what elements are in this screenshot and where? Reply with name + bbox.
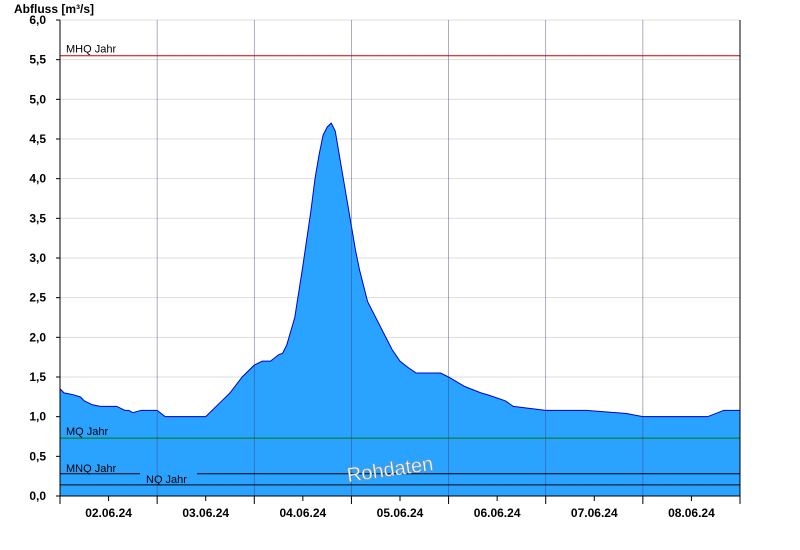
- reference-lines: MHQ Jahr MQ Jahr MNQ Jahr NQ Jahr: [60, 44, 740, 486]
- x-tick-label: 02.06.24: [85, 506, 132, 520]
- x-tick-label: 04.06.24: [279, 506, 326, 520]
- y-tick-label: 5,5: [29, 53, 46, 67]
- x-tick-label: 07.06.24: [571, 506, 618, 520]
- discharge-area-fill: [60, 123, 740, 496]
- y-tick-label: 0,0: [29, 489, 46, 503]
- x-tick-label: 03.06.24: [182, 506, 229, 520]
- y-tick-label: 4,0: [29, 172, 46, 186]
- reference-line-label: MNQ Jahr: [66, 463, 116, 475]
- discharge-area: [59, 122, 740, 496]
- y-tick-label: 6,0: [29, 13, 46, 27]
- y-tick-label: 4,5: [29, 132, 46, 146]
- y-tick-label: 2,0: [29, 330, 46, 344]
- y-tick-label: 3,0: [29, 251, 46, 265]
- reference-line-label: MQ Jahr: [66, 426, 109, 438]
- y-tick-label: 1,0: [29, 410, 46, 424]
- reference-line-label: MHQ Jahr: [66, 44, 116, 56]
- x-tick-label: 06.06.24: [474, 506, 521, 520]
- y-tick-label: 5,0: [29, 92, 46, 106]
- x-tick-label: 05.06.24: [377, 506, 424, 520]
- y-tick-label: 1,5: [29, 370, 46, 384]
- x-tick-labels: 02.06.24 03.06.24 04.06.24 05.06.24 06.06.24…: [59, 496, 741, 520]
- discharge-line: [59, 122, 740, 418]
- y-axis-title: Abfluss [m³/s]: [14, 2, 94, 16]
- y-tick-labels: 0,0 0,5 1,0 1,5 2,0 2,5 3,0 3,5 4,0 4,5 5,0 5,5 6,0: [29, 13, 46, 503]
- y-tick-label: 0,5: [29, 449, 46, 463]
- reference-line-label: NQ Jahr: [146, 474, 187, 486]
- y-tick-label: 2,5: [29, 291, 46, 305]
- x-tick-label: 08.06.24: [668, 506, 715, 520]
- day-separator-lines: [156, 20, 644, 496]
- y-tick-label: 3,5: [29, 211, 46, 225]
